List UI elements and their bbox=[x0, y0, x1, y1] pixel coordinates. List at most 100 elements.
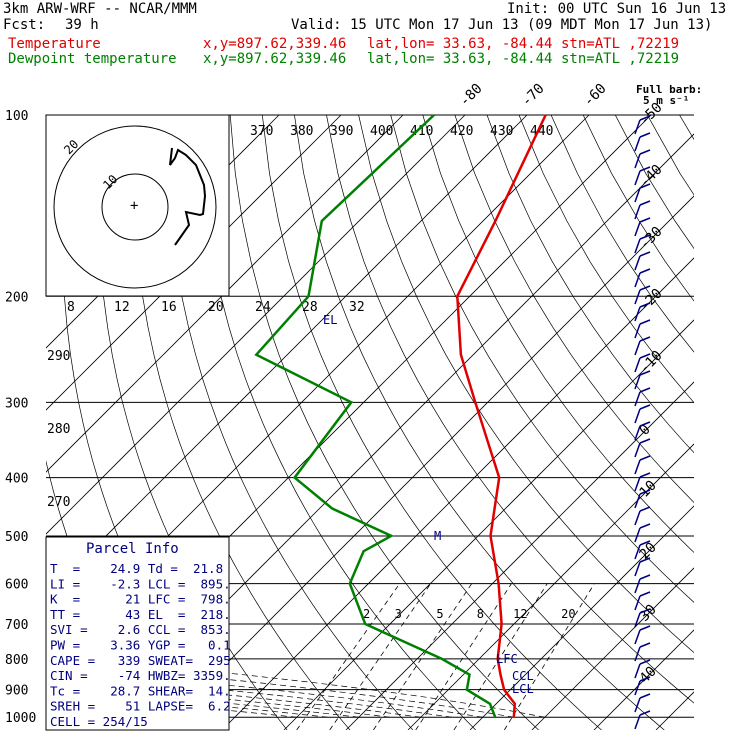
moist-adiabat bbox=[46, 662, 514, 718]
dry-adiabat bbox=[358, 115, 694, 654]
wind-barb-staff bbox=[634, 204, 641, 220]
temperature-latlon: lat,lon= 33.63, -84.44 bbox=[367, 36, 553, 52]
wind-barb-staff bbox=[634, 255, 641, 271]
pressure-label: 100 bbox=[5, 109, 28, 124]
hodograph-speed-label: 8 bbox=[67, 300, 75, 315]
isotherm-line bbox=[46, 115, 342, 411]
theta-label: 390 bbox=[330, 124, 353, 139]
wind-barb-flag bbox=[639, 523, 651, 529]
mixing-ratio-label: 8 bbox=[477, 607, 484, 621]
isotherm-line bbox=[46, 115, 528, 597]
wind-barb-flag bbox=[639, 540, 651, 546]
dry-adiabat bbox=[454, 115, 694, 504]
hodograph-speed-label: 16 bbox=[161, 300, 177, 315]
dry-adiabat bbox=[518, 115, 694, 404]
wind-barb-staff bbox=[634, 476, 641, 492]
pressure-label: 500 bbox=[5, 530, 28, 545]
wind-barb-staff bbox=[634, 578, 641, 594]
wind-barb-staff bbox=[634, 374, 641, 390]
wind-barb-staff bbox=[634, 153, 641, 169]
wind-barb-flag bbox=[639, 574, 651, 580]
wind-barb-staff bbox=[634, 561, 641, 577]
dewpoint-xy: x,y=897.62,339.46 bbox=[203, 51, 347, 67]
hodograph: + 20 10 bbox=[45, 114, 230, 297]
isotherm-line bbox=[46, 115, 466, 535]
parcel-info-row: T = 24.9 Td = 21.8 bbox=[50, 561, 223, 576]
wind-barb-staff bbox=[634, 527, 641, 543]
wind-barb-flag bbox=[639, 642, 651, 648]
wind-barb-staff bbox=[634, 612, 641, 628]
wind-barb-flag bbox=[639, 676, 651, 682]
dry-adiabat bbox=[132, 115, 351, 730]
theta-label: 430 bbox=[490, 124, 513, 139]
dry-adiabat bbox=[486, 115, 694, 454]
isotherm-line bbox=[46, 115, 404, 473]
parcel-info-row: TT = 43 EL = 218. bbox=[50, 607, 231, 622]
valid-time: Valid: 15 UTC Mon 17 Jun 13 (09 MDT Mon … bbox=[291, 17, 713, 33]
dewpoint-station: stn=ATL ,72219 bbox=[561, 51, 680, 67]
isotherm-line bbox=[283, 319, 694, 730]
mixing-ratio-label: 2 bbox=[363, 607, 370, 621]
isotherm-label: -40 bbox=[637, 162, 666, 191]
parcel-info-row: SVI = 2.6 CCL = 853. bbox=[50, 622, 231, 637]
wind-barb-staff bbox=[634, 680, 641, 696]
forecast-hour: 39 h bbox=[65, 17, 99, 33]
wind-barb-staff bbox=[634, 459, 641, 475]
wind-barb-staff bbox=[634, 136, 641, 152]
hodograph-speed-label: 32 bbox=[349, 300, 365, 315]
hodograph-frame bbox=[45, 114, 230, 297]
wind-barb-staff bbox=[634, 238, 641, 254]
wind-barb-flag bbox=[639, 166, 651, 172]
wind-barb-flag bbox=[639, 421, 651, 427]
wind-barb-staff bbox=[634, 697, 641, 713]
theta-left-label: 290 bbox=[47, 349, 70, 364]
wind-barb-flag bbox=[639, 234, 651, 240]
wind-barb-flag bbox=[639, 251, 651, 257]
mixing-ratio-line bbox=[415, 583, 512, 730]
wind-barb-flag bbox=[639, 608, 651, 614]
parcel-info-row: CELL = 254/15 bbox=[50, 714, 148, 729]
hodograph-speed-label: 28 bbox=[302, 300, 318, 315]
parcel-info-row: LI = -2.3 LCL = 895. bbox=[50, 576, 231, 591]
wind-barb-staff bbox=[634, 289, 641, 305]
parcel-info-row: SREH = 51 LAPSE= 6.2 bbox=[50, 699, 231, 714]
lcl-marker: LCL bbox=[512, 682, 534, 696]
barb-legend: Full barb: 5 m s⁻¹ bbox=[636, 83, 702, 107]
theta-label: 370 bbox=[250, 124, 273, 139]
dewpoint-legend: Dewpoint temperature bbox=[8, 51, 177, 67]
forecast-label: Fcst: bbox=[3, 17, 46, 33]
wind-barb-staff bbox=[634, 629, 641, 645]
wind-barbs bbox=[634, 115, 651, 730]
mixing-ratio-label: 5 bbox=[436, 607, 443, 621]
parcel-level-markers: EL LFC CCL LCL M bbox=[323, 313, 534, 696]
hodograph-trace bbox=[169, 147, 207, 246]
parcel-info-row: Tc = 28.7 SHEAR= 14. bbox=[50, 683, 231, 698]
isotherm-label: -60 bbox=[581, 81, 610, 110]
wind-barb-staff bbox=[634, 272, 641, 288]
dry-adiabat bbox=[261, 115, 602, 730]
pressure-label: 800 bbox=[5, 653, 28, 668]
pressure-label: 700 bbox=[5, 618, 28, 633]
wind-barb-staff bbox=[634, 391, 641, 407]
hodograph-center: + bbox=[130, 198, 138, 214]
temperature-profile bbox=[456, 114, 547, 718]
wind-barb-staff bbox=[634, 646, 641, 662]
wind-barb-staff bbox=[634, 221, 641, 237]
theta-left-label: 280 bbox=[47, 422, 70, 437]
dry-adiabat bbox=[390, 115, 694, 603]
m-marker: M bbox=[434, 529, 441, 543]
theta-label: 380 bbox=[290, 124, 313, 139]
isotherm-lines bbox=[46, 115, 694, 730]
temperature-legend: Temperature bbox=[8, 36, 101, 52]
hodograph-ring-inner bbox=[101, 173, 169, 241]
parcel-info-row: PW = 3.36 YGP = 0.1 bbox=[50, 638, 231, 653]
dry-adiabat bbox=[165, 115, 414, 730]
wind-barb-flag bbox=[639, 268, 651, 274]
mixing-ratio-line bbox=[329, 583, 432, 730]
isotherm-line bbox=[469, 505, 694, 730]
pressure-label: 200 bbox=[5, 290, 28, 305]
wind-barb-flag bbox=[639, 455, 651, 461]
theta-label: 440 bbox=[530, 124, 553, 139]
dry-adiabat-lines bbox=[46, 115, 694, 730]
